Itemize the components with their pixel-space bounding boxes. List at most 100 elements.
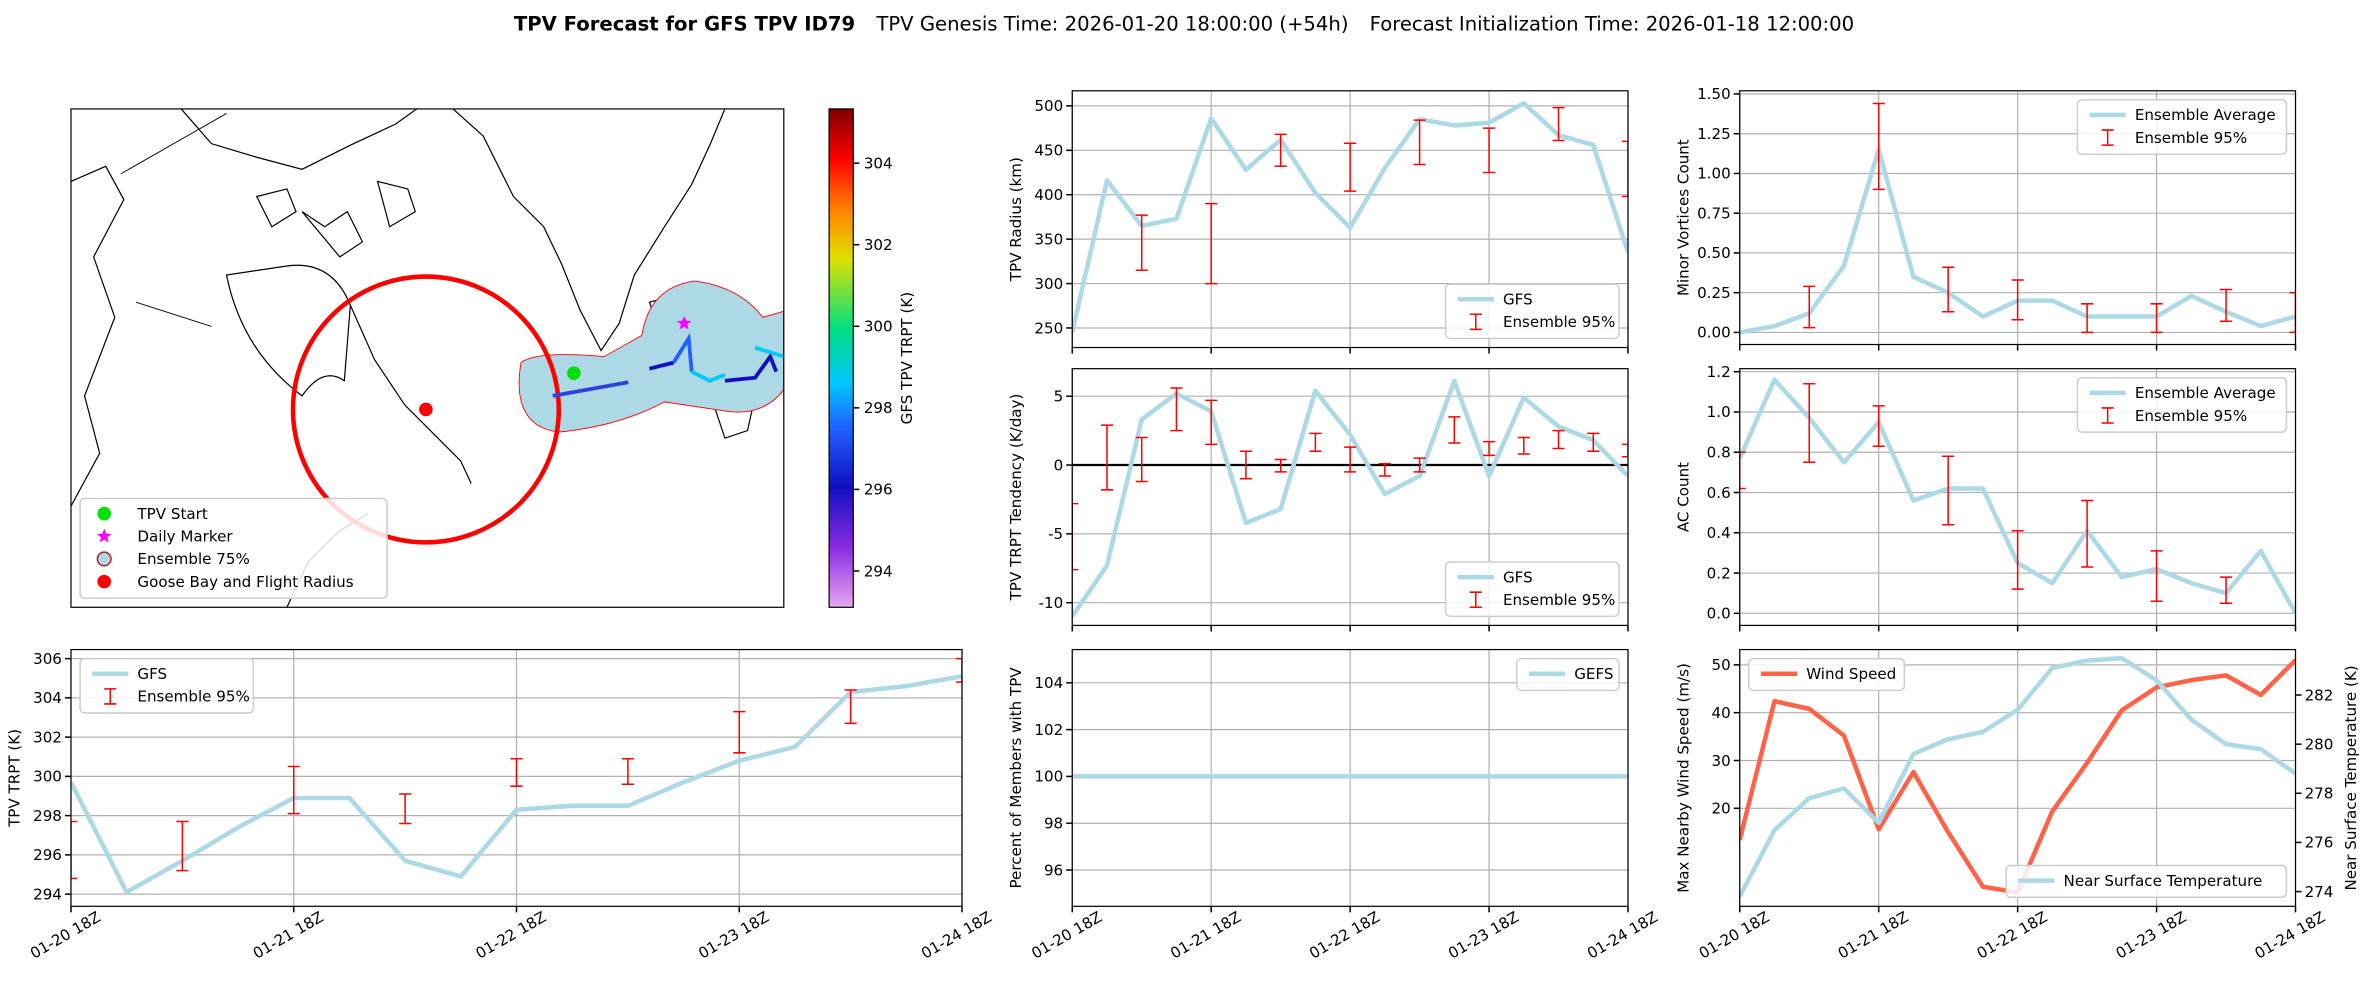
legend-label: Ensemble 95% <box>137 688 249 706</box>
error-bar <box>1205 399 1218 446</box>
legend-label: Ensemble Average <box>2135 106 2276 124</box>
legend-label: Ensemble 95% <box>2135 129 2247 147</box>
map: TPV Start Daily Marker Ensemble 75% Goose B… <box>70 108 784 608</box>
y-axis-label: TPV TRPT (K) <box>6 729 24 828</box>
y-tick-label: -10 <box>1039 594 1064 612</box>
error-bar <box>1135 436 1148 483</box>
error-bar <box>1872 102 1885 191</box>
error-bar <box>1170 387 1183 432</box>
error-bar <box>1942 266 1955 313</box>
error-bar <box>733 710 746 754</box>
coastline <box>180 108 418 170</box>
error-bar <box>1483 127 1496 174</box>
legend-box <box>79 497 388 599</box>
error-bar <box>844 689 857 725</box>
x-tick-label: 01-21 18Z <box>1835 908 1912 963</box>
y-axis-label: TPV TRPT Tendency (K/day) <box>1007 394 1025 602</box>
y-tick-label: 250 <box>1034 319 1063 337</box>
y-tick-label: 1.00 <box>1697 165 1731 183</box>
legend-marker <box>104 688 117 705</box>
error-bar <box>2011 279 2024 321</box>
error-bar <box>1378 462 1391 477</box>
y-tick-label: 0.00 <box>1697 324 1731 342</box>
y-tick-label: 98 <box>1044 815 1063 833</box>
error-bar <box>1413 457 1426 473</box>
y-tick-label: 20 <box>1711 800 1730 818</box>
title-init: Forecast Initialization Time: 2026-01-18… <box>1370 12 1855 35</box>
colorbar-tick-label: 298 <box>864 399 893 417</box>
tpv-start <box>567 366 581 380</box>
legend-marker <box>1469 591 1482 609</box>
y-tick-label: 1.25 <box>1697 125 1731 143</box>
error-bar <box>1448 416 1461 444</box>
y-axis-label: Percent of Members with TPV <box>1007 667 1025 889</box>
error-bar <box>2289 291 2296 334</box>
legend-label: Ensemble 95% <box>2135 407 2247 425</box>
error-bar <box>1135 214 1148 271</box>
y-tick-label: 0.0 <box>1707 605 1731 623</box>
goose-bay <box>419 402 433 417</box>
error-bar <box>2081 499 2094 568</box>
y-tick-label: 306 <box>33 650 62 668</box>
error-bar <box>2220 576 2233 605</box>
error-bar <box>1309 432 1322 453</box>
legend-label: Ensemble Average <box>2135 384 2276 402</box>
error-bar <box>1100 424 1114 491</box>
y-tick-label: 30 <box>1711 752 1730 770</box>
legend-label: GFS <box>137 665 167 683</box>
y-tick-label: 296 <box>33 846 62 864</box>
legend-label: Ensemble 95% <box>1503 313 1615 331</box>
colorbar-tick-label: 294 <box>864 562 893 580</box>
error-bar <box>70 820 78 880</box>
plot-area <box>1739 377 2296 615</box>
error-bar <box>2081 303 2094 334</box>
legend-label: Daily Marker <box>137 528 233 546</box>
legend-label: GFS <box>1503 290 1533 308</box>
error-bar <box>1942 455 1955 526</box>
coastline <box>70 165 125 507</box>
y-tick-label: 304 <box>33 689 62 707</box>
track <box>671 332 694 372</box>
y-tick-label: 298 <box>33 807 62 825</box>
y-tick-label: 1.0 <box>1707 403 1731 421</box>
figure-title: TPV Forecast for GFS TPV ID79 TPV Genesis… <box>514 12 1854 35</box>
x-tick-label: 01-23 18Z <box>695 908 772 963</box>
title-genesis: TPV Genesis Time: 2026-01-20 18:00:00 (+… <box>875 12 1348 35</box>
colorbar-tick-label: 304 <box>864 154 893 172</box>
y-tick-label: 0.50 <box>1697 244 1731 262</box>
y-tick-label: 0.25 <box>1697 284 1731 302</box>
x-tick-label: 01-22 18Z <box>1306 908 1383 963</box>
plot-frame <box>1739 90 2297 346</box>
track <box>724 352 778 383</box>
y-tick-label: 1.2 <box>1707 363 1731 381</box>
error-bar <box>1205 202 1218 285</box>
legend-marker <box>97 574 111 589</box>
plot-frame <box>1739 648 2297 907</box>
legend-box <box>2076 99 2288 155</box>
error-bar <box>2220 288 2233 323</box>
error-bar <box>2011 530 2024 590</box>
legend-box <box>2076 376 2288 433</box>
y-tick-label: 96 <box>1044 861 1063 879</box>
y-tick-label: 40 <box>1711 704 1730 722</box>
x-tick-label: 01-21 18Z <box>1167 908 1244 963</box>
legend-box <box>1748 657 1906 692</box>
error-bar <box>1552 429 1565 450</box>
x-tick-label: 01-24 18Z <box>2252 908 2329 963</box>
track <box>690 370 726 383</box>
error-bar <box>1344 446 1357 473</box>
legend-label: Near Surface Temperature <box>2064 872 2263 890</box>
plot-frame <box>1071 90 1629 349</box>
coastline <box>301 210 364 258</box>
x-tick-label: 01-22 18Z <box>473 908 550 963</box>
legend-marker <box>2101 407 2114 424</box>
error-bar <box>1587 432 1600 453</box>
series-line <box>70 674 962 895</box>
coastline <box>225 264 351 397</box>
y-tick-label: 50 <box>1711 656 1730 674</box>
legend-marker <box>96 551 112 567</box>
error-bar <box>1274 458 1287 473</box>
error-bar <box>1072 502 1079 571</box>
error-bar <box>2150 303 2163 334</box>
legend-label: Goose Bay and Flight Radius <box>137 573 353 591</box>
